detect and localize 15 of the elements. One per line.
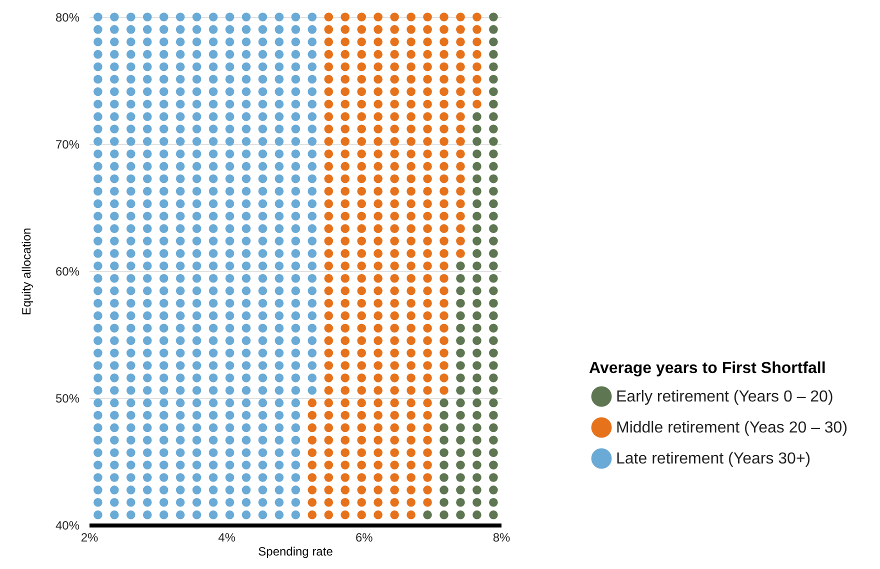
y-axis-title: Equity allocation — [19, 228, 34, 316]
x-tick-label: 6% — [355, 530, 374, 544]
legend-label: Late retirement (Years 30+) — [616, 450, 811, 468]
y-tick-label: 40% — [55, 518, 80, 532]
x-tick-label: 4% — [218, 530, 236, 544]
x-axis-title: Spending rate — [258, 544, 334, 558]
legend-label: Early retirement (Years 0 – 20) — [616, 388, 834, 406]
y-tick-label: 70% — [55, 138, 80, 152]
x-tick-label: 8% — [492, 530, 510, 544]
y-tick-label: 50% — [55, 392, 80, 406]
y-tick-label: 60% — [55, 264, 80, 278]
legend-title: Average years to First Shortfall — [589, 360, 826, 377]
y-tick-label: 80% — [55, 10, 80, 24]
legend-label: Middle retirement (Yeas 20 – 30) — [616, 420, 848, 436]
x-tick-label: 2% — [80, 530, 98, 544]
